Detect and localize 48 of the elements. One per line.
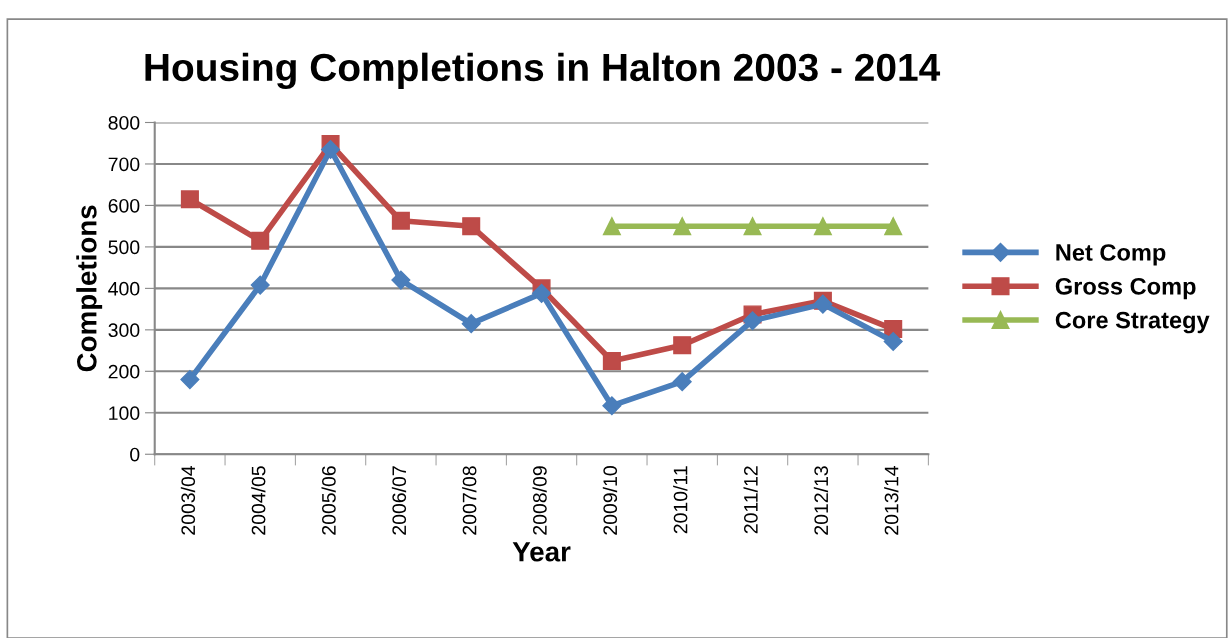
- point: [743, 217, 762, 236]
- x-tick-label: 2013/14: [884, 465, 899, 535]
- point: [391, 211, 410, 230]
- point: [602, 217, 621, 236]
- point: [813, 217, 832, 236]
- point: [672, 372, 692, 392]
- chart-title: Housing Completions in Halton 2003 - 2014: [145, 52, 941, 90]
- y-tick-label: 700: [108, 157, 140, 172]
- x-tick-label: 2006/07: [391, 466, 407, 535]
- point: [813, 294, 833, 314]
- y-tick-label: 800: [108, 115, 140, 130]
- point: [602, 351, 621, 370]
- point: [461, 314, 481, 334]
- y-tick-label: 600: [108, 198, 140, 213]
- x-tick-label: 2004/05: [251, 466, 266, 535]
- point: [462, 217, 481, 236]
- legend-label: Net Comp: [1056, 244, 1166, 266]
- point: [743, 311, 763, 331]
- y-tick-label: 500: [108, 240, 140, 255]
- point: [602, 396, 622, 416]
- y-tick-label: 100: [109, 406, 140, 421]
- point: [532, 283, 552, 303]
- x-tick-label: 2007/08: [462, 466, 477, 535]
- point: [321, 139, 341, 159]
- point: [180, 190, 199, 209]
- x-tick-label: 2003/04: [180, 465, 196, 535]
- legend-label: Core Strategy: [1055, 311, 1210, 334]
- y-axis-title: Completions: [76, 205, 103, 372]
- point: [391, 270, 411, 290]
- point: [673, 217, 692, 236]
- point: [250, 275, 270, 295]
- x-tick-label: 2011/12: [743, 466, 758, 534]
- legend-label: Gross Comp: [1055, 277, 1196, 300]
- point: [673, 336, 692, 355]
- point: [251, 231, 270, 250]
- x-tick-label: 2012/13: [813, 466, 829, 535]
- x-tick-label: 2008/09: [532, 466, 547, 535]
- y-tick-label: 300: [108, 323, 140, 338]
- point: [883, 331, 903, 351]
- x-axis-title: Year: [512, 542, 571, 562]
- x-tick-label: 2005/06: [321, 466, 336, 535]
- x-tick-label: 2009/10: [602, 466, 618, 535]
- x-tick-label: 2010/11: [673, 466, 688, 534]
- point: [884, 217, 903, 236]
- y-tick-label: 400: [108, 281, 140, 296]
- point: [180, 370, 200, 390]
- y-tick-label: 0: [130, 447, 140, 462]
- y-tick-label: 200: [108, 364, 140, 379]
